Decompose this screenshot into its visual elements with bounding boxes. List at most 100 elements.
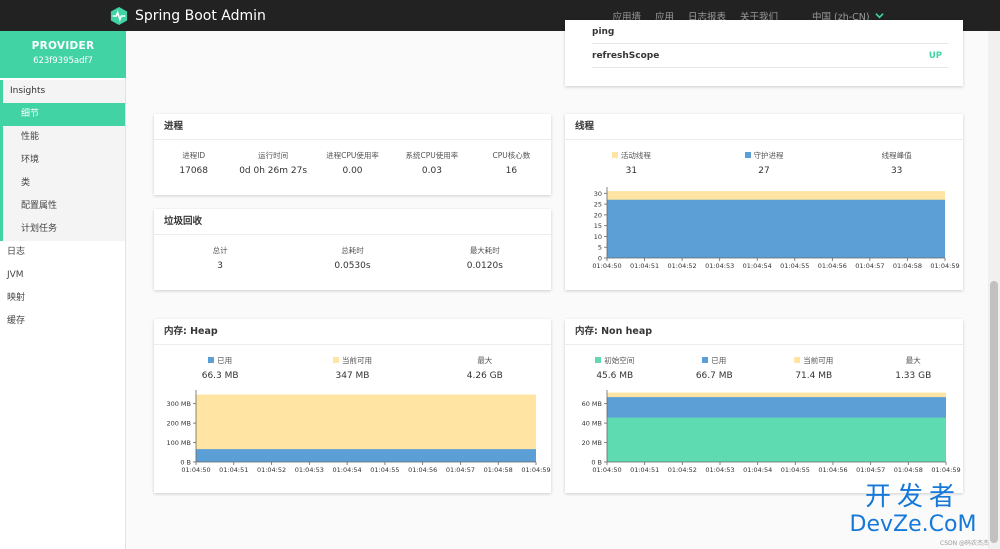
health-row-name: ping xyxy=(592,27,615,37)
chevron-down-icon xyxy=(874,13,884,19)
stat-label: 当前可用 xyxy=(764,355,864,365)
language-selector[interactable]: 中国 (zh-CN) xyxy=(812,0,884,31)
legend-swatch xyxy=(208,357,215,363)
sidebar-item-beans[interactable]: 类 xyxy=(0,172,125,195)
y-tick-label: 20 MB xyxy=(582,439,602,447)
x-tick-label: 01:04:58 xyxy=(893,262,922,270)
legend-swatch xyxy=(794,357,801,363)
stat-value: 45.6 MB xyxy=(596,371,634,381)
nav-link-about[interactable]: 关于我们 xyxy=(739,11,778,23)
legend-label: 初始空间 xyxy=(604,356,635,365)
sidebar-section-insights[interactable]: Insights xyxy=(0,80,125,103)
threads-chart: 0 5 10 15 20 25 30 01:04:50 01:04:51 01:04:52 01:0… xyxy=(592,187,960,270)
stat-gc-count: 总计 3 xyxy=(154,245,286,271)
x-tick-label: 01:04:51 xyxy=(219,466,248,474)
nav-link-journal[interactable]: 日志报表 xyxy=(687,11,726,23)
x-tick-label: 01:04:57 xyxy=(856,466,885,474)
brand[interactable]: Spring Boot Admin xyxy=(110,0,266,31)
sidebar-item-details[interactable]: 细节 xyxy=(0,103,125,126)
stat-nonheap-used: 已用 66.7 MB xyxy=(665,355,765,381)
stat-heap-used: 已用 66.3 MB xyxy=(154,355,286,381)
area-series-1 xyxy=(607,199,945,258)
scrollbar-thumb[interactable] xyxy=(990,281,998,543)
y-tick-label: 30 xyxy=(594,190,602,198)
x-tick-label: 01:04:50 xyxy=(592,262,621,270)
stat-peak-threads: 线程峰值 33 xyxy=(830,150,963,176)
sidebar-item-environment[interactable]: 环境 xyxy=(0,149,125,172)
legend-swatch xyxy=(595,357,602,363)
top-navbar: Spring Boot Admin 应用墙 应用 日志报表 关于我们 中国 (z… xyxy=(0,0,1000,31)
stat-label: 进程ID xyxy=(182,151,206,160)
heap-chart: 0 B 100 MB 200 MB 300 MB 01:04:50 01:04:51 01:… xyxy=(166,390,551,474)
x-tick-label: 01:04:54 xyxy=(743,466,772,474)
legend-label: 守护进程 xyxy=(753,151,784,160)
stat-value: 33 xyxy=(890,166,903,176)
x-tick-label: 01:04:53 xyxy=(705,466,734,474)
stat-label: 最大 xyxy=(905,356,921,365)
page-scrollbar[interactable] xyxy=(988,31,1000,549)
stat-value: 0.0120s xyxy=(466,261,503,271)
sidebar-item-scheduledtasks[interactable]: 计划任务 xyxy=(0,218,125,241)
stat-value: 3 xyxy=(217,261,224,271)
stat-pid: 进程ID 17068 xyxy=(154,150,233,176)
watermark-csdn: CSDN @码农杰杰 xyxy=(940,540,990,547)
x-tick-label: 01:04:54 xyxy=(333,466,362,474)
y-tick-label: 25 xyxy=(594,201,602,209)
watermark-line1: 开发者 xyxy=(864,482,961,512)
process-card: 进程 进程ID 17068 运行时间 0d 0h 26m 27s 进程CPU使用… xyxy=(154,114,551,195)
stat-gc-max-time: 最大耗时 0.0120s xyxy=(419,245,551,271)
y-tick-label: 0 B xyxy=(591,459,602,467)
stat-label: 最大耗时 xyxy=(469,246,500,255)
stat-value: 0d 0h 26m 27s xyxy=(239,166,308,176)
stat-label: 当前可用 xyxy=(286,355,418,365)
sidebar-item-metrics[interactable]: 性能 xyxy=(0,126,125,149)
stat-label: 活动线程 xyxy=(565,150,698,160)
sidebar: PROVIDER 623f9395adf7 Insights 细节 性能 环境 … xyxy=(0,31,126,549)
x-tick-label: 01:04:59 xyxy=(931,466,960,474)
health-status: UP xyxy=(928,51,942,61)
stat-value: 0.0530s xyxy=(334,261,371,271)
x-tick-label: 01:04:50 xyxy=(592,466,621,474)
card-title: 进程 xyxy=(154,114,551,140)
sidebar-item-configprops[interactable]: 配置属性 xyxy=(0,195,125,218)
x-tick-label: 01:04:56 xyxy=(818,466,847,474)
x-tick-label: 01:04:51 xyxy=(630,466,659,474)
stat-label: 总计 xyxy=(212,246,228,255)
stat-system-cpu: 系统CPU使用率 0.03 xyxy=(392,150,471,176)
sidebar-item-caches[interactable]: 缓存 xyxy=(7,316,26,326)
x-tick-label: 01:04:57 xyxy=(855,262,884,270)
y-tick-label: 0 B xyxy=(180,459,191,467)
y-tick-label: 40 MB xyxy=(582,420,602,428)
stat-value: 0.00 xyxy=(342,166,363,176)
stat-heap-max: 最大 4.26 GB xyxy=(419,355,551,381)
nav-link-applications[interactable]: 应用 xyxy=(654,11,674,23)
health-row-refreshscope: refreshScope UP xyxy=(592,44,948,68)
sidebar-item-mappings[interactable]: 映射 xyxy=(7,293,26,303)
stat-gc-total-time: 总耗时 0.0530s xyxy=(286,245,418,271)
threads-card: 线程 活动线程 31 守护进程 27 线程峰值 33 0 5 10 15 20 25 30 0… xyxy=(565,114,963,290)
x-tick-label: 01:04:52 xyxy=(668,262,697,270)
card-title: 内存: Heap xyxy=(154,319,551,345)
y-tick-label: 5 xyxy=(598,244,602,252)
stat-label: 已用 xyxy=(665,355,765,365)
x-tick-label: 01:04:56 xyxy=(408,466,437,474)
stat-label: 进程CPU使用率 xyxy=(326,151,379,160)
nav-link-wallboard[interactable]: 应用墙 xyxy=(612,11,641,23)
sidebar-item-logging[interactable]: 日志 xyxy=(7,247,26,257)
sidebar-item-jvm[interactable]: JVM xyxy=(7,270,24,280)
brand-title: Spring Boot Admin xyxy=(135,7,266,24)
nonheap-card: 内存: Non heap 初始空间 45.6 MB 已用 66.7 MB 当前可… xyxy=(565,319,963,493)
instance-id: 623f9395adf7 xyxy=(33,56,93,66)
gc-card: 垃圾回收 总计 3 总耗时 0.0530s 最大耗时 0.0120s xyxy=(154,209,551,290)
stat-label: 系统CPU使用率 xyxy=(405,151,459,160)
stat-value: 31 xyxy=(625,166,638,176)
stat-value: 0.03 xyxy=(421,166,442,176)
x-tick-label: 01:04:51 xyxy=(630,262,659,270)
x-tick-label: 01:04:58 xyxy=(484,466,513,474)
x-tick-label: 01:04:53 xyxy=(295,466,324,474)
stat-cpu-cores: CPU核心数 16 xyxy=(472,150,551,176)
stat-value: 66.7 MB xyxy=(695,371,733,381)
spring-boot-admin-logo-icon xyxy=(110,6,128,25)
x-tick-label: 01:04:57 xyxy=(446,466,475,474)
area-series-0 xyxy=(196,394,536,462)
